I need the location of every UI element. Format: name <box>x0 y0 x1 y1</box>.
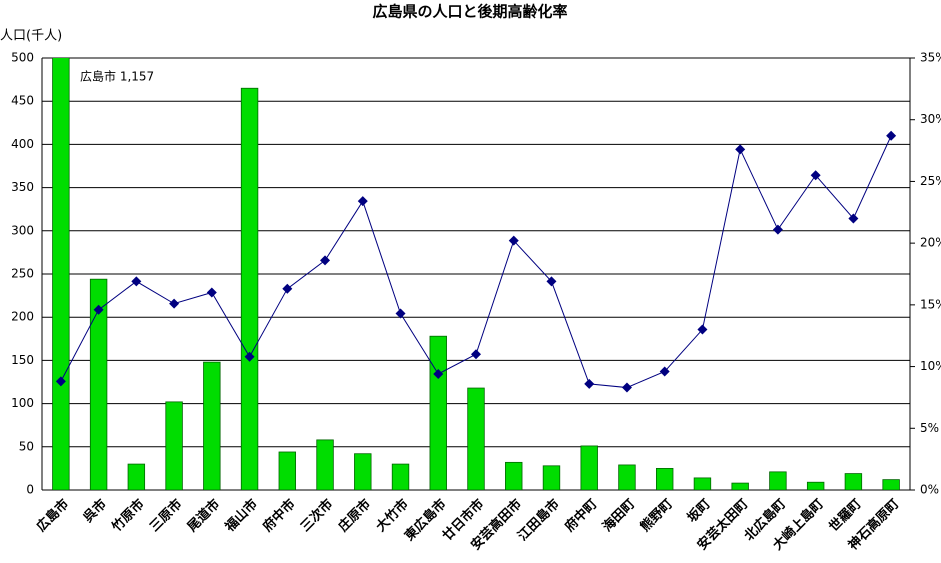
marker <box>584 378 595 389</box>
y-tick-label: 250 <box>11 267 34 281</box>
bar <box>882 479 900 490</box>
marker <box>395 308 406 319</box>
marker <box>244 351 255 362</box>
y2-tick-label: 0% <box>920 483 939 497</box>
x-tick-label: 庄原市 <box>335 496 374 535</box>
marker <box>659 366 670 377</box>
bar <box>127 463 146 490</box>
chart-title: 広島県の人口と後期高齢化率 <box>372 3 567 21</box>
bar <box>165 401 183 490</box>
bar <box>89 278 108 490</box>
bar <box>203 361 221 490</box>
bar <box>316 439 334 490</box>
marker <box>55 376 66 387</box>
marker <box>508 235 519 246</box>
bar <box>391 463 410 490</box>
bar <box>52 58 70 490</box>
x-tick-label: 竹原市 <box>108 496 148 536</box>
x-tick-label: 福山市 <box>221 496 261 536</box>
bar <box>731 482 749 490</box>
marker <box>169 298 180 309</box>
y-tick-label: 50 <box>19 439 34 453</box>
y2-tick-label: 35% <box>920 51 941 65</box>
bar <box>542 465 561 490</box>
y-tick-label: 200 <box>11 310 34 324</box>
marker <box>735 144 746 155</box>
x-tick-label: 坂町 <box>684 496 714 526</box>
x-tick-label: 呉市 <box>80 496 110 526</box>
x-tick-label: 三原市 <box>146 496 185 535</box>
y2-tick-label: 10% <box>920 359 941 373</box>
marker <box>697 324 708 335</box>
x-tick-label: 府中町 <box>562 496 601 535</box>
bar <box>467 387 485 490</box>
marker <box>546 276 557 287</box>
y-tick-label: 400 <box>11 137 34 151</box>
x-tick-label: 尾道市 <box>184 496 223 535</box>
marker <box>320 255 331 266</box>
x-tick-label: 熊野町 <box>637 496 676 535</box>
y-axis-label: 人口(千人) <box>0 29 62 44</box>
y-tick-label: 100 <box>11 396 34 410</box>
y-tick-label: 350 <box>11 180 34 194</box>
y-tick-label: 150 <box>11 353 34 367</box>
bar <box>655 467 674 490</box>
bar <box>769 471 787 490</box>
bar <box>240 87 259 490</box>
marker <box>886 130 897 141</box>
y2-tick-label: 5% <box>920 421 939 435</box>
x-tick-label: 広島市 <box>33 496 72 535</box>
marker <box>282 283 293 294</box>
y2-tick-label: 30% <box>920 112 941 126</box>
y-tick-label: 0 <box>26 483 34 497</box>
bar <box>844 473 863 490</box>
y2-tick-label: 25% <box>920 174 941 188</box>
bar <box>693 477 712 490</box>
marker <box>471 349 481 360</box>
marker <box>357 196 368 207</box>
x-tick-label: 海田町 <box>599 496 638 535</box>
y2-tick-label: 15% <box>920 297 941 311</box>
bar <box>278 451 297 490</box>
bar <box>580 445 598 490</box>
marker <box>772 224 783 235</box>
annotation: 広島市 1,157 <box>80 69 154 84</box>
marker <box>810 170 821 181</box>
y-tick-label: 500 <box>11 51 34 65</box>
x-tick-label: 江田島市 <box>515 496 563 544</box>
bar <box>354 453 372 490</box>
marker <box>93 304 104 315</box>
y-tick-label: 300 <box>11 223 34 237</box>
y2-tick-label: 20% <box>920 236 941 250</box>
bar <box>806 481 825 490</box>
marker <box>206 287 217 298</box>
bar <box>429 335 447 490</box>
marker <box>433 368 444 379</box>
x-tick-label: 府中市 <box>260 496 299 535</box>
bar <box>618 464 636 490</box>
marker <box>621 382 632 393</box>
marker <box>848 213 859 224</box>
marker <box>131 276 142 287</box>
y-tick-label: 450 <box>11 94 34 108</box>
plot-area <box>52 58 900 490</box>
bar <box>505 461 523 490</box>
x-tick-label: 三次市 <box>297 496 336 535</box>
